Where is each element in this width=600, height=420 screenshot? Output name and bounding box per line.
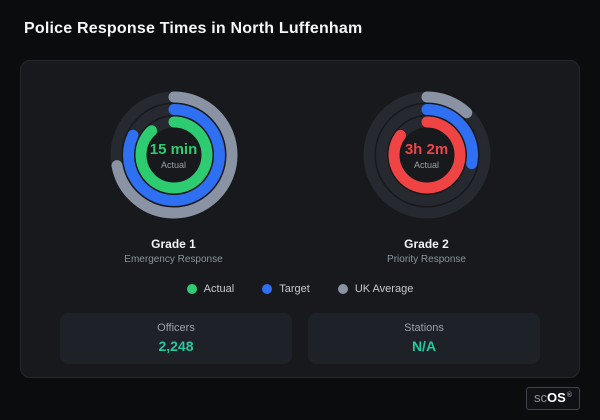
gauge-row: 15 min Actual Grade 1 Emergency Response… bbox=[47, 85, 553, 265]
gauge-grade-1: 15 min Actual Grade 1 Emergency Response bbox=[59, 85, 289, 265]
gauge-grade-2: 3h 2m Actual Grade 2 Priority Response bbox=[312, 85, 542, 265]
gauge-grade-2-chart: 3h 2m Actual bbox=[357, 85, 497, 225]
gauge-grade-1-subtitle: Emergency Response bbox=[124, 254, 223, 265]
legend-item-actual[interactable]: Actual bbox=[186, 283, 235, 295]
legend-label-uk-average: UK Average bbox=[354, 283, 414, 295]
legend-label-actual: Actual bbox=[203, 283, 235, 295]
scos-logo-registered-mark: ® bbox=[566, 392, 572, 400]
gauge-grade-2-rings bbox=[363, 91, 490, 219]
scos-logo: scOS® bbox=[526, 387, 580, 410]
stat-stations-value: N/A bbox=[411, 338, 437, 354]
scos-logo-prefix: sc bbox=[534, 390, 548, 406]
stats-row: Officers 2,248 Stations N/A bbox=[47, 313, 553, 364]
legend-label-target: Target bbox=[279, 283, 310, 295]
legend-dot-uk-average bbox=[337, 284, 348, 294]
gauge-grade-2-title: Grade 2 bbox=[404, 237, 449, 251]
scos-logo-suffix: OS bbox=[547, 390, 566, 406]
stat-officers: Officers 2,248 bbox=[60, 313, 292, 364]
chart-legend: Actual Target UK Average bbox=[47, 283, 553, 295]
stat-stations: Stations N/A bbox=[308, 313, 540, 364]
legend-dot-target bbox=[262, 284, 273, 294]
gauge-grade-1-title: Grade 1 bbox=[151, 237, 196, 251]
legend-dot-actual bbox=[186, 284, 197, 294]
stat-officers-value: 2,248 bbox=[158, 338, 194, 354]
gauge-grade-1-rings bbox=[110, 91, 237, 219]
page-title: Police Response Times in North Luffenham bbox=[24, 20, 363, 37]
stat-officers-label: Officers bbox=[157, 322, 195, 334]
stat-stations-label: Stations bbox=[404, 322, 444, 334]
gauge-grade-2-subtitle: Priority Response bbox=[387, 254, 466, 265]
gauge-grade-1-chart: 15 min Actual bbox=[104, 85, 244, 225]
response-times-card: 15 min Actual Grade 1 Emergency Response… bbox=[20, 60, 580, 378]
legend-item-target[interactable]: Target bbox=[262, 283, 310, 295]
legend-item-uk-average[interactable]: UK Average bbox=[337, 283, 414, 295]
